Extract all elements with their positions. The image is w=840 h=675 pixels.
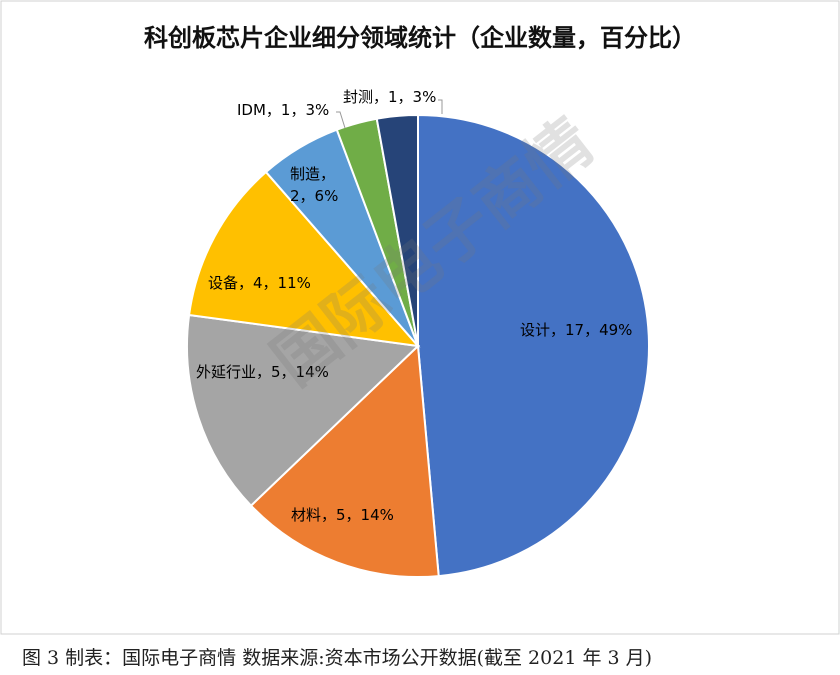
data-label: 封测，1，3%: [343, 88, 437, 106]
pie-slice: [375, 113, 419, 347]
data-label: 外延行业，5，14%: [196, 363, 329, 381]
leader-line: [336, 111, 346, 129]
data-label: 制造，2，6%: [290, 165, 339, 205]
pie-slice: [249, 343, 440, 578]
pie: [186, 113, 650, 578]
leader-line: [438, 99, 443, 114]
data-label: 设计，17，49%: [520, 321, 633, 339]
pie-slice: [417, 113, 650, 578]
data-label: IDM，1，3%: [237, 101, 330, 119]
chart-frame: [0, 0, 840, 635]
data-label: 设备，4，11%: [208, 274, 311, 292]
caption: 图 3 制表：国际电子商情 数据来源:资本市场公开数据(截至 2021 年 3 …: [22, 647, 653, 669]
pie-slice: [187, 170, 421, 348]
pie-slice: [186, 313, 421, 508]
chart-title: 科创板芯片企业细分领域统计（企业数量，百分比）: [144, 24, 696, 52]
data-label: 材料，5，14%: [291, 506, 394, 524]
